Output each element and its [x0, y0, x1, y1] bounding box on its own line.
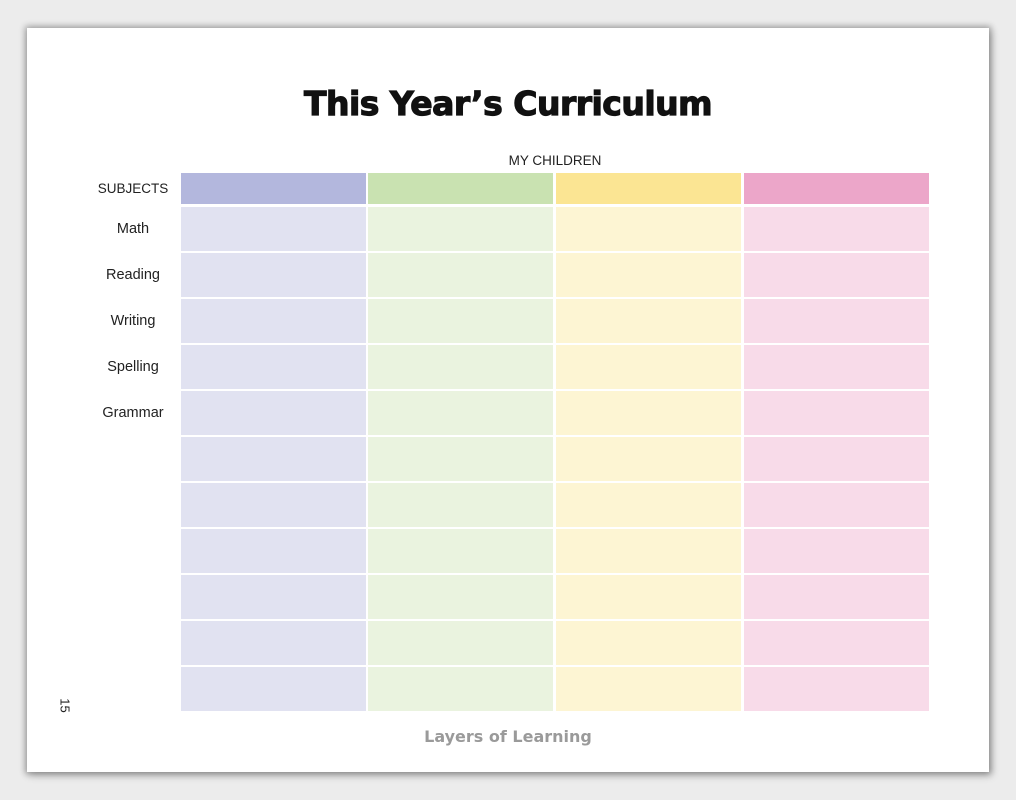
curriculum-cell[interactable] — [744, 621, 929, 665]
curriculum-cell[interactable] — [744, 253, 929, 297]
curriculum-cell[interactable] — [556, 667, 741, 711]
curriculum-cell[interactable] — [556, 345, 741, 389]
curriculum-cell[interactable] — [181, 621, 366, 665]
curriculum-cell[interactable] — [744, 299, 929, 343]
curriculum-cell[interactable] — [181, 299, 366, 343]
curriculum-cell[interactable] — [181, 253, 366, 297]
curriculum-cell[interactable] — [368, 253, 553, 297]
curriculum-cell[interactable] — [744, 345, 929, 389]
curriculum-cell[interactable] — [744, 575, 929, 619]
curriculum-cell[interactable] — [556, 529, 741, 573]
child-column-header-4[interactable] — [744, 173, 929, 204]
subject-label: Grammar — [102, 405, 164, 421]
child-column-header-3[interactable] — [556, 173, 741, 204]
footer-brand: Layers of Learning — [424, 727, 592, 746]
curriculum-cell[interactable] — [556, 437, 741, 481]
curriculum-cell[interactable] — [368, 345, 553, 389]
curriculum-cell[interactable] — [744, 667, 929, 711]
page-title: This Year’s Curriculum — [303, 83, 713, 123]
curriculum-cell[interactable] — [556, 391, 741, 435]
curriculum-cell[interactable] — [556, 299, 741, 343]
curriculum-cell[interactable] — [181, 667, 366, 711]
column-group-label: MY CHILDREN — [508, 153, 602, 168]
row-header-label: SUBJECTS — [97, 181, 169, 196]
curriculum-cell[interactable] — [368, 667, 553, 711]
subject-label: Reading — [105, 267, 160, 283]
curriculum-cell[interactable] — [368, 483, 553, 527]
curriculum-cell[interactable] — [368, 391, 553, 435]
curriculum-cell[interactable] — [368, 437, 553, 481]
subject-label: Spelling — [107, 359, 159, 375]
curriculum-cell[interactable] — [556, 483, 741, 527]
child-column-header-2[interactable] — [368, 173, 553, 204]
curriculum-cell[interactable] — [181, 437, 366, 481]
curriculum-cell[interactable] — [181, 529, 366, 573]
curriculum-cell[interactable] — [368, 529, 553, 573]
curriculum-cell[interactable] — [556, 207, 741, 251]
curriculum-cell[interactable] — [556, 575, 741, 619]
curriculum-cell[interactable] — [744, 529, 929, 573]
curriculum-cell[interactable] — [744, 483, 929, 527]
subject-label: Writing — [110, 313, 156, 329]
curriculum-cell[interactable] — [744, 207, 929, 251]
curriculum-cell[interactable] — [181, 483, 366, 527]
curriculum-cell[interactable] — [368, 299, 553, 343]
curriculum-cell[interactable] — [368, 621, 553, 665]
curriculum-cell[interactable] — [368, 575, 553, 619]
child-column-header-1[interactable] — [181, 173, 366, 204]
curriculum-cell[interactable] — [744, 437, 929, 481]
curriculum-cell[interactable] — [181, 207, 366, 251]
curriculum-cell[interactable] — [181, 391, 366, 435]
curriculum-cell[interactable] — [181, 575, 366, 619]
curriculum-cell[interactable] — [181, 345, 366, 389]
curriculum-cell[interactable] — [368, 207, 553, 251]
curriculum-cell[interactable] — [556, 621, 741, 665]
subject-label: Math — [116, 221, 150, 237]
page-number: 15 — [57, 698, 73, 713]
curriculum-cell[interactable] — [744, 391, 929, 435]
curriculum-cell[interactable] — [556, 253, 741, 297]
